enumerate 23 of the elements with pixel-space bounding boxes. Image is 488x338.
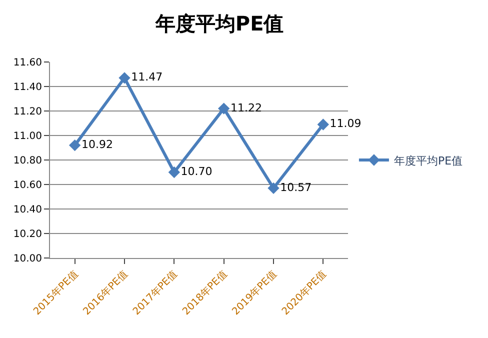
point [268,182,280,194]
data-label: 11.47 [131,70,163,84]
y-tick-label: 10.00 [13,254,42,264]
chart-title: 年度平均PE值 [154,12,284,36]
data-label: 11.22 [230,101,262,114]
y-tick-label: 11.00 [13,131,42,142]
point [218,102,230,114]
point [118,72,130,84]
data-label: 10.57 [280,180,312,194]
data-label: 10.70 [180,165,212,178]
y-tick-label: 10.80 [13,156,42,166]
legend-label: 年度平均PE值 [394,154,463,168]
y-tick-label: 10.20 [13,229,42,240]
data-label: 11.09 [330,117,362,130]
y-tick-label: 11.60 [13,58,42,68]
point [317,118,330,130]
y-tick-label: 11.40 [13,82,42,93]
y-tick-label: 10.60 [13,180,42,191]
point [168,166,180,178]
data-label: 10.92 [81,138,113,152]
y-tick-label: 11.20 [13,106,42,118]
y-tick-label: 10.40 [13,204,42,216]
point [68,139,81,152]
